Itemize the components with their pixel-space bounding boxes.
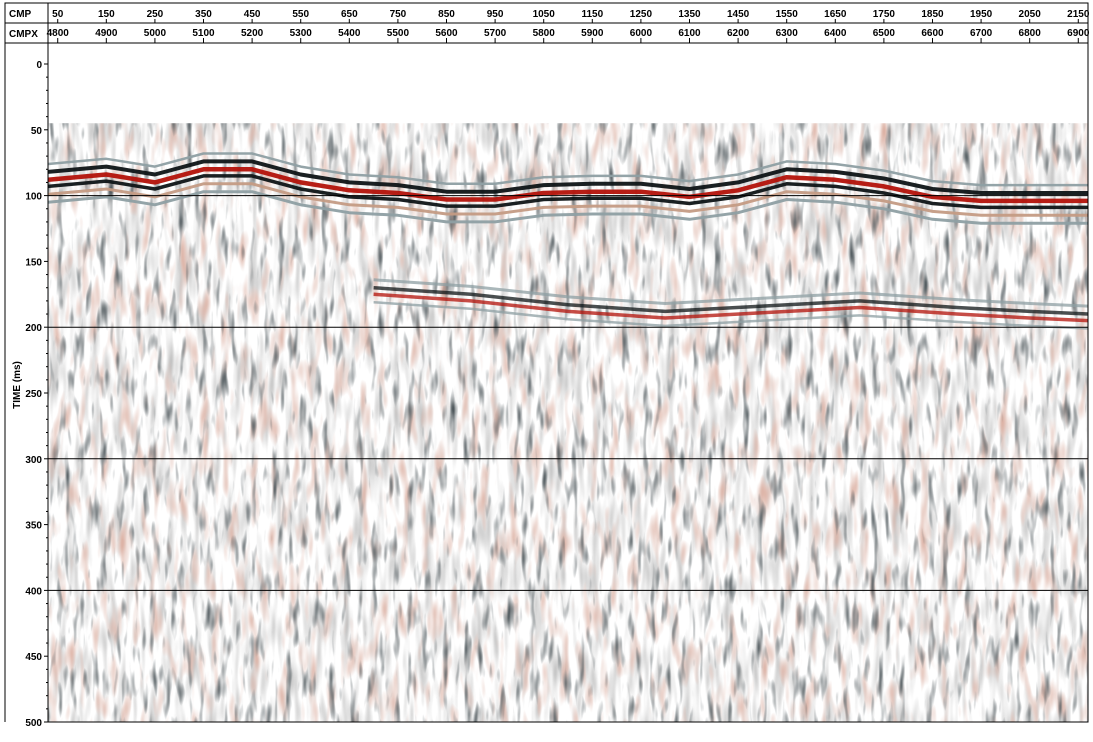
time-tick-label: 50 xyxy=(31,126,43,137)
time-tick-label: 400 xyxy=(25,586,42,597)
cmpx-tick-label: 5600 xyxy=(435,28,458,39)
time-tick-label: 0 xyxy=(36,60,42,71)
cmpx-tick-label: 6800 xyxy=(1019,28,1042,39)
horizon-reflector xyxy=(48,152,1088,187)
horizon-reflector xyxy=(48,190,1088,225)
horizon-reflector xyxy=(373,278,1088,308)
cmpx-tick-label: 5400 xyxy=(338,28,361,39)
cmpx-tick-label: 6100 xyxy=(678,28,701,39)
cmp-tick-label: 1350 xyxy=(678,9,701,20)
seismic-amplitude-image xyxy=(48,64,1088,722)
cmpx-tick-label: 4900 xyxy=(95,28,118,39)
cmpx-tick-label: 6000 xyxy=(630,28,653,39)
plot-border xyxy=(47,42,1089,723)
time-gridlines xyxy=(48,195,1088,591)
time-tick-label: 150 xyxy=(25,257,42,268)
cmpx-tick-label: 6200 xyxy=(727,28,750,39)
cmpx-tick-label: 5100 xyxy=(192,28,215,39)
horizon-reflector xyxy=(373,300,1088,330)
cmp-tick-label: 450 xyxy=(244,9,261,20)
cmpx-tick-label: 5500 xyxy=(387,28,410,39)
cmpx-tick-label: 6300 xyxy=(776,28,799,39)
time-axis: 0 50 100 150 200 250 300 350 400 450 500 TIME (ms) xyxy=(4,43,48,729)
time-tick-label: 300 xyxy=(25,455,42,466)
cmpx-tick-label: 5000 xyxy=(144,28,167,39)
cmpx-tick-label: 5700 xyxy=(484,28,507,39)
cmpx-tick-label: 6500 xyxy=(873,28,896,39)
cmpx-axis-label: CMPX xyxy=(9,29,38,40)
cmp-tick-label: 1450 xyxy=(727,9,750,20)
cmp-tick-label: 150 xyxy=(98,9,115,20)
cmp-tick-label: 1750 xyxy=(873,9,896,20)
cmp-tick-label: 1950 xyxy=(970,9,993,20)
cmpx-tick-label: 6600 xyxy=(921,28,944,39)
cmp-tick-label: 250 xyxy=(147,9,164,20)
time-tick-label: 200 xyxy=(25,323,42,334)
cmp-tick-label: 1650 xyxy=(824,9,847,20)
time-tick-labels: 0 50 100 150 200 250 300 350 400 450 500 xyxy=(25,60,48,729)
cmp-tick-label: 1850 xyxy=(921,9,944,20)
cmp-tick-label: 1550 xyxy=(776,9,799,20)
cmpx-tick-label: 6400 xyxy=(824,28,847,39)
cmpx-tick-label: 6900 xyxy=(1067,28,1090,39)
cmp-tick-label: 950 xyxy=(487,9,504,20)
cmp-tick-label: 1150 xyxy=(581,9,603,20)
cmp-tick-label: 2050 xyxy=(1019,9,1042,20)
cmp-tick-label: 850 xyxy=(438,9,455,20)
cmp-tick-label: 50 xyxy=(52,9,64,20)
time-tick-label: 350 xyxy=(25,521,42,532)
horizon-reflector xyxy=(373,285,1088,316)
cmp-tick-label: 550 xyxy=(292,9,309,20)
cmp-tick-label: 1250 xyxy=(630,9,653,20)
cmpx-tick-label: 6700 xyxy=(970,28,993,39)
cmp-tick-label: 2150 xyxy=(1067,9,1090,20)
horizon-reflector xyxy=(48,159,1088,195)
time-axis-label: TIME (ms) xyxy=(12,361,23,409)
time-tick-label: 450 xyxy=(25,652,42,663)
time-tick-label: 100 xyxy=(25,192,42,203)
cmpx-tick-label: 5900 xyxy=(581,28,604,39)
cmpx-tick-label: 5800 xyxy=(533,28,556,39)
header-panel: CMP CMPX 50 150 250 350 450 550 650 750 850 950 10… xyxy=(4,2,1090,44)
time-tick-label: 250 xyxy=(25,389,42,400)
cmp-tick-label: 650 xyxy=(341,9,358,20)
cmp-tick-labels: 50 150 250 350 450 550 650 750 850 950 1050 1150 125… xyxy=(52,9,1090,23)
cmp-tick-label: 350 xyxy=(195,9,212,20)
cmpx-tick-label: 5200 xyxy=(241,28,264,39)
horizon-reflector xyxy=(373,292,1088,323)
horizon-reflector xyxy=(48,182,1088,217)
cmpx-tick-labels: 4800 4900 5000 5100 5200 5300 5400 5500 5600 5700… xyxy=(47,28,1090,43)
cmpx-tick-label: 4800 xyxy=(47,28,70,39)
cmpx-tick-label: 5300 xyxy=(290,28,313,39)
cmp-axis-label: CMP xyxy=(9,9,32,20)
horizon-reflector xyxy=(48,174,1088,210)
cmp-tick-label: 750 xyxy=(390,9,407,20)
time-tick-label: 500 xyxy=(25,718,42,729)
cmp-tick-label: 1050 xyxy=(533,9,556,20)
horizon-reflector xyxy=(48,167,1088,204)
